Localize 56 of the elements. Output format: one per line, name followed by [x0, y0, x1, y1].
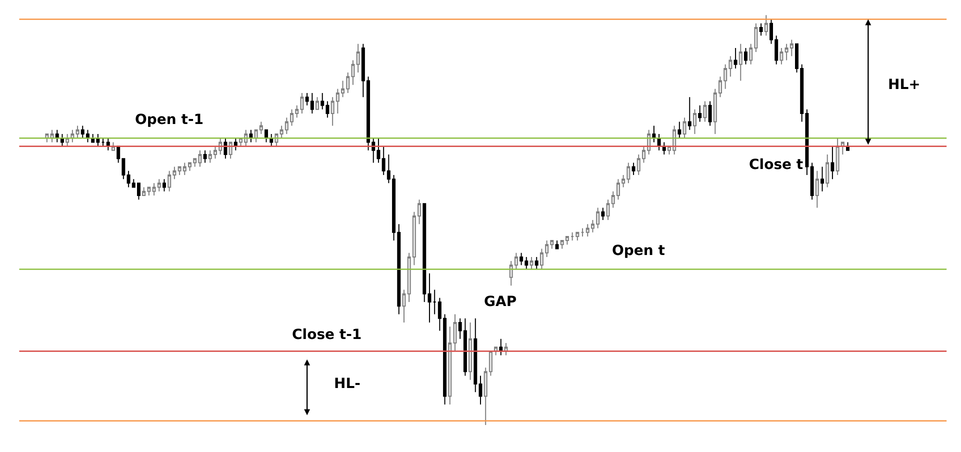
candlestick [632, 162, 636, 176]
candlestick [692, 108, 696, 134]
candlestick [820, 166, 824, 192]
candlestick [448, 326, 452, 405]
candlestick [652, 125, 656, 143]
candlestick [678, 121, 682, 139]
candlestick [534, 256, 538, 270]
ref-line-label: Close t [749, 157, 804, 173]
candlestick [830, 146, 834, 180]
candlestick [474, 318, 478, 393]
ref-line-label: Close t-1 [292, 327, 362, 343]
candlestick [356, 43, 360, 74]
candlestick [836, 138, 840, 176]
candlestick [203, 150, 207, 164]
candlestick [810, 162, 814, 200]
candlestick [698, 104, 702, 122]
candlestick [468, 322, 472, 380]
candlestick [76, 125, 80, 139]
annotation: GAP [484, 294, 517, 310]
candlestick [738, 43, 742, 82]
ref-line-label: Open t-1 [135, 112, 204, 128]
candlestick [432, 289, 436, 315]
candlestick [734, 47, 738, 69]
candlestick [162, 178, 166, 192]
candlestick [50, 129, 54, 143]
candlestick [682, 117, 686, 139]
candlestick [70, 129, 74, 143]
candlestick [601, 207, 605, 221]
candlestick [555, 240, 559, 250]
candlestick [228, 142, 232, 160]
candlestick [530, 256, 534, 270]
text: HL+ [888, 77, 920, 93]
candlestick [570, 232, 574, 242]
candlestick [316, 96, 320, 110]
candlestick [703, 100, 707, 122]
candlestick [815, 170, 819, 208]
candlestick [499, 338, 503, 356]
candlestick [249, 129, 253, 143]
candlestick [580, 228, 584, 237]
candlestick [576, 232, 580, 242]
candlestick [764, 14, 768, 36]
candlestick [780, 47, 784, 65]
candlestick [708, 100, 712, 126]
ref-line-label: Open t [612, 243, 666, 259]
candlestick [55, 129, 59, 143]
candlestick [453, 314, 457, 352]
candlestick [744, 47, 748, 65]
candlestick [478, 375, 482, 405]
candlestick [826, 154, 830, 188]
candlestick [224, 138, 228, 160]
candlestick [759, 22, 763, 36]
candlestick [402, 289, 406, 324]
candlestick [688, 96, 692, 130]
annotation: HL- [334, 376, 361, 392]
candlestick [101, 138, 105, 147]
candlestick [264, 129, 268, 143]
